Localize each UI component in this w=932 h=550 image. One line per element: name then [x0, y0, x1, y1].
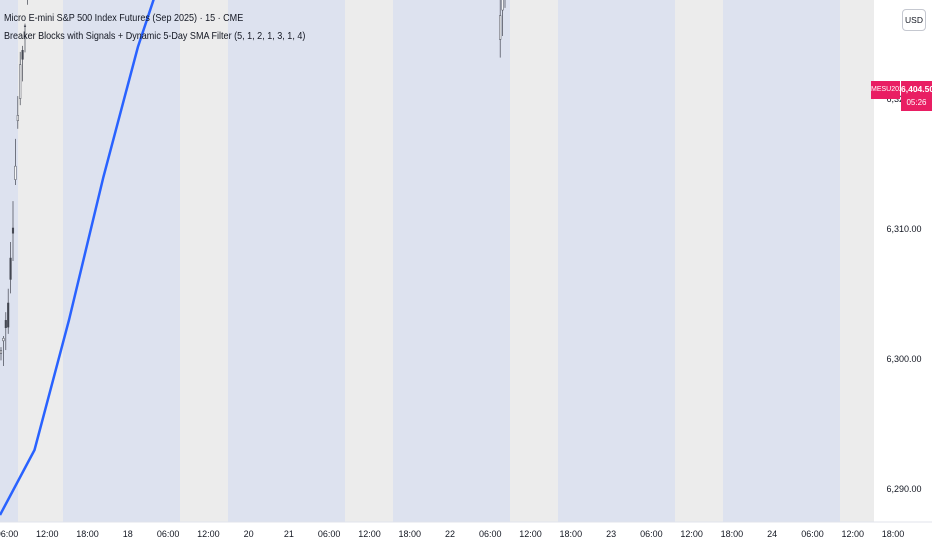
price-tick-label: 6,300.00 [886, 354, 921, 364]
time-tick-label: 06:00 [318, 529, 341, 539]
candle [499, 0, 502, 58]
time-tick-label: 12:00 [36, 529, 59, 539]
time-tick-label: 18:00 [76, 529, 99, 539]
session-band [0, 0, 18, 522]
time-tick-label: 12:00 [197, 529, 220, 539]
candle [501, 0, 504, 37]
candle-body [2, 337, 5, 342]
time-tick-label: 22 [445, 529, 455, 539]
candle [4, 312, 7, 351]
time-tick-label: 21 [284, 529, 294, 539]
time-tick-label: 18:00 [721, 529, 744, 539]
candle [0, 347, 3, 361]
candle [19, 51, 22, 106]
candle [2, 335, 5, 366]
session-band [723, 0, 840, 522]
price-tick-label: 6,290.00 [886, 484, 921, 494]
indicator-legend[interactable]: Breaker Blocks with Signals + Dynamic 5-… [4, 30, 306, 42]
last-price-value: 6,404.50 [901, 84, 932, 94]
time-tick-label: 12:00 [841, 529, 864, 539]
candle-body [19, 64, 22, 99]
candle-body [499, 15, 502, 40]
time-tick-label: 06:00 [157, 529, 180, 539]
session-band [228, 0, 345, 522]
candle-body [501, 0, 504, 11]
price-axis-bg [874, 0, 932, 522]
candle [9, 242, 12, 294]
candle [7, 288, 10, 334]
candle-body [9, 257, 12, 280]
time-tick-label: 06:00 [801, 529, 824, 539]
candle-body [0, 350, 3, 354]
time-axis-bg [0, 523, 932, 550]
candle-body [11, 227, 15, 234]
chart-title: Micro E-mini S&P 500 Index Futures (Sep … [4, 12, 244, 24]
candle [11, 201, 15, 261]
session-band [63, 0, 180, 522]
time-tick-label: 06:00 [479, 529, 502, 539]
time-tick-label: 20 [244, 529, 254, 539]
candle [21, 45, 24, 82]
candles [0, 0, 506, 366]
candle-body [23, 25, 27, 27]
time-tick-label: 06:00 [0, 529, 18, 539]
price-tick-label: 6,310.00 [886, 224, 921, 234]
session-band [393, 0, 510, 522]
candle-body [16, 115, 19, 122]
time-tick-label: 24 [767, 529, 777, 539]
time-tick-label: 06:00 [640, 529, 663, 539]
candle [504, 0, 506, 8]
time-tick-label: 12:00 [519, 529, 542, 539]
bar-countdown: 05:26 [906, 98, 927, 107]
time-tick-label: 12:00 [680, 529, 703, 539]
session-background [0, 0, 874, 522]
time-tick-label: 12:00 [358, 529, 381, 539]
time-axis[interactable]: 06:00 12:00 18:00 18 06:00 12:00 20 21 06:00 12:0… [0, 523, 932, 550]
time-tick-label: 18:00 [882, 529, 905, 539]
currency-button[interactable]: USD [902, 9, 926, 31]
symbol-badge: MESU2025 [871, 81, 900, 99]
candle [16, 96, 19, 129]
price-axis[interactable]: 6,290.006,300.006,310.006,320.006,330.00… [874, 0, 932, 522]
candle [14, 138, 17, 186]
time-tick-label: 18:00 [560, 529, 583, 539]
candle-body [21, 50, 24, 60]
time-tick-label: 23 [606, 529, 616, 539]
candle-body [14, 165, 17, 180]
time-tick-label: 18:00 [398, 529, 421, 539]
candle-body [7, 302, 10, 328]
last-price-badge: 6,404.50 05:26 [901, 81, 932, 111]
session-band [558, 0, 675, 522]
candle [23, 23, 27, 53]
candle-body [4, 320, 7, 328]
time-tick-label: 18 [123, 529, 133, 539]
sma-line [0, 0, 155, 516]
